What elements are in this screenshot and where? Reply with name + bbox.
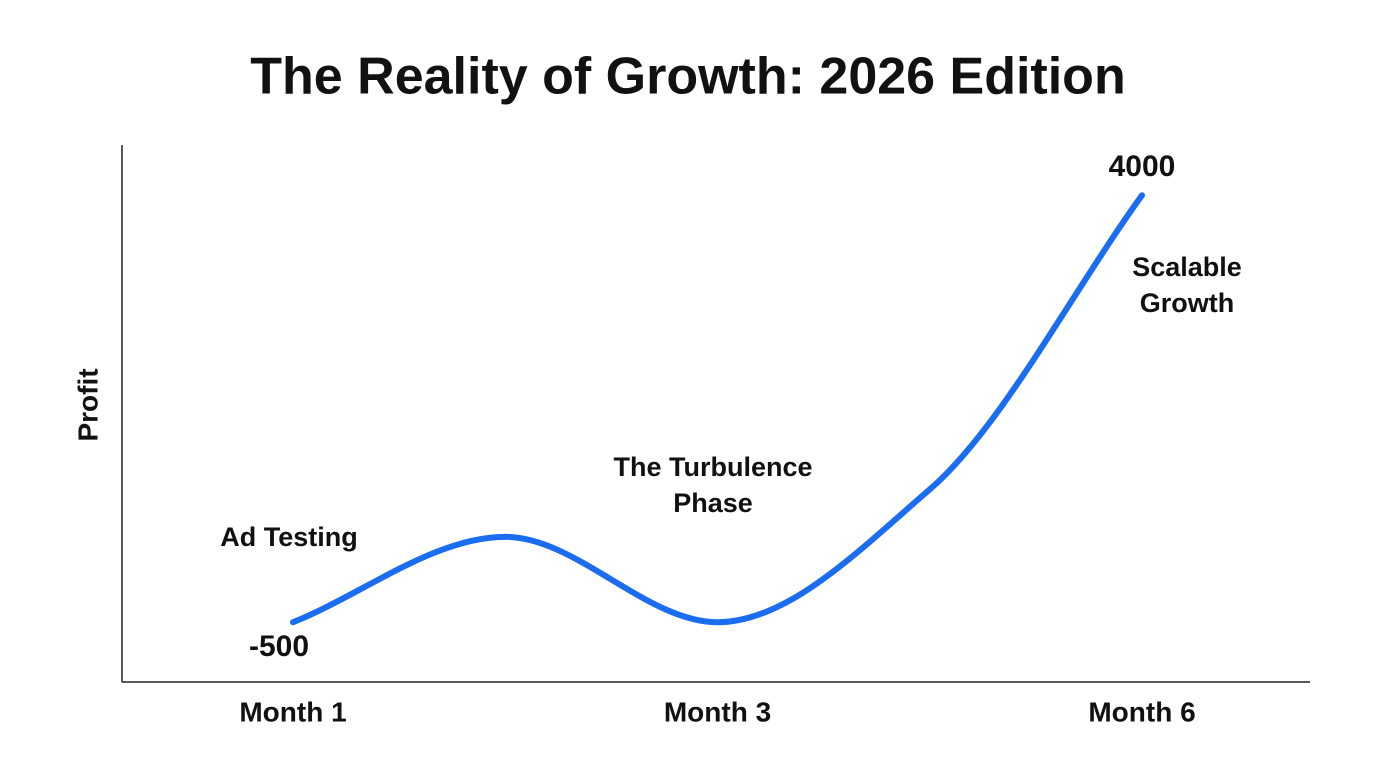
x-tick-label: Month 1 (239, 696, 346, 727)
y-axis-label: Profit (72, 368, 103, 441)
data-label: -500 (249, 630, 309, 663)
annotation: Ad Testing (220, 522, 358, 552)
annotation: Growth (1140, 288, 1235, 318)
x-tick-label: Month 3 (664, 696, 771, 727)
chart-title: The Reality of Growth: 2026 Edition (250, 48, 1125, 106)
annotation: Phase (673, 488, 753, 518)
data-label: 4000 (1109, 150, 1176, 183)
annotation: The Turbulence (613, 452, 812, 482)
x-tick-label: Month 6 (1088, 696, 1195, 727)
annotation: Scalable (1132, 252, 1242, 282)
line (290, 192, 1145, 626)
